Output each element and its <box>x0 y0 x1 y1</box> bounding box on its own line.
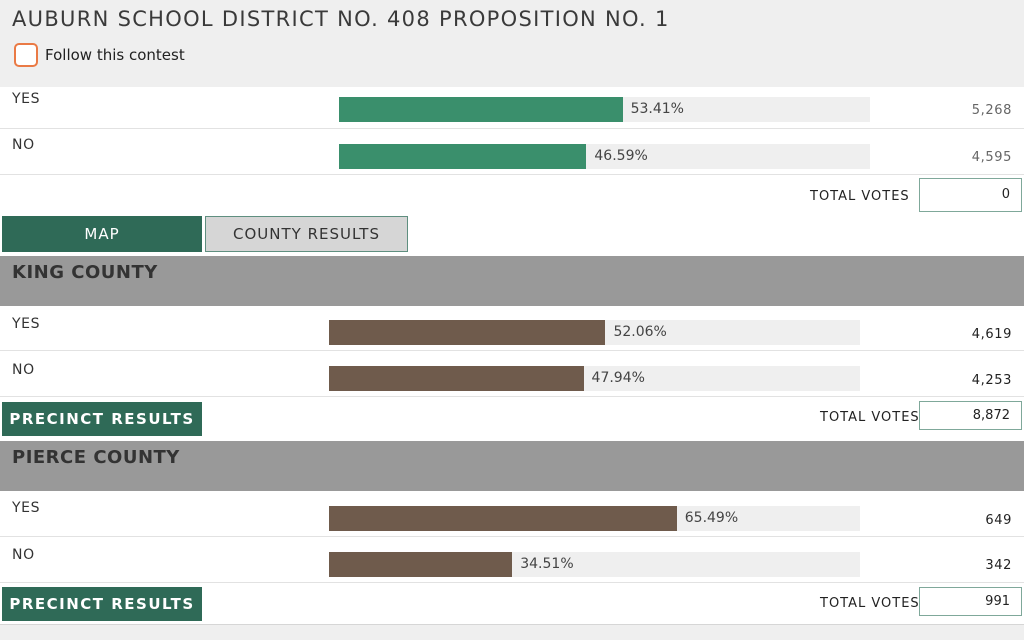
result-bar-fill <box>339 144 587 169</box>
result-percent: 53.41% <box>630 101 684 117</box>
vote-count: 342 <box>985 558 1012 573</box>
next-section-edge <box>0 624 1024 640</box>
tab-map[interactable]: MAP <box>2 216 202 252</box>
vote-count: 5,268 <box>971 103 1012 118</box>
result-bar-fill <box>329 366 584 391</box>
overall-row-yes: YES 53.41% 5,268 <box>0 87 1024 129</box>
result-bar-fill <box>339 97 623 122</box>
vote-count: 4,595 <box>971 150 1012 165</box>
king-total-row: PRECINCT RESULTS TOTAL VOTES 8,872 <box>0 397 1024 441</box>
choice-label: YES <box>12 500 41 516</box>
follow-contest-toggle[interactable]: Follow this contest <box>14 43 185 67</box>
county-header-king: KING COUNTY <box>0 256 1024 306</box>
county-header-pierce: PIERCE COUNTY <box>0 441 1024 491</box>
result-bar-fill <box>329 552 513 577</box>
total-votes-label: TOTAL VOTES <box>820 596 920 611</box>
result-percent: 34.51% <box>520 556 574 572</box>
vote-count: 649 <box>985 513 1012 528</box>
result-bar-track <box>329 552 860 577</box>
king-row-yes: YES 52.06% 4,619 <box>0 306 1024 351</box>
vote-count: 4,253 <box>971 373 1012 388</box>
overall-total-row: TOTAL VOTES 0 <box>0 175 1024 216</box>
choice-label: NO <box>12 547 35 563</box>
result-bar-track <box>329 366 860 391</box>
choice-label: NO <box>12 362 35 378</box>
vote-count: 4,619 <box>971 327 1012 342</box>
contest-header: AUBURN SCHOOL DISTRICT NO. 408 PROPOSITI… <box>0 0 1024 87</box>
result-bar-fill <box>329 506 677 531</box>
follow-checkbox[interactable] <box>14 43 38 67</box>
contest-title: AUBURN SCHOOL DISTRICT NO. 408 PROPOSITI… <box>12 7 670 31</box>
result-bar-fill <box>329 320 606 345</box>
choice-label: NO <box>12 137 35 153</box>
pierce-row-no: NO 34.51% 342 <box>0 537 1024 583</box>
tab-county-results[interactable]: COUNTY RESULTS <box>205 216 408 252</box>
king-precinct-results-button[interactable]: PRECINCT RESULTS <box>2 402 202 436</box>
result-percent: 52.06% <box>613 324 667 340</box>
choice-label: YES <box>12 316 41 332</box>
king-row-no: NO 47.94% 4,253 <box>0 351 1024 397</box>
result-bar-track <box>339 97 870 122</box>
total-votes-value: 8,872 <box>919 401 1022 430</box>
pierce-precinct-results-button[interactable]: PRECINCT RESULTS <box>2 587 202 621</box>
choice-label: YES <box>12 91 41 107</box>
county-name: PIERCE COUNTY <box>12 447 180 468</box>
result-bar-track <box>339 144 870 169</box>
result-percent: 46.59% <box>594 148 648 164</box>
result-bar-track <box>329 506 860 531</box>
total-votes-label: TOTAL VOTES <box>820 410 920 425</box>
pierce-row-yes: YES 65.49% 649 <box>0 491 1024 537</box>
result-percent: 65.49% <box>684 510 739 526</box>
overall-row-no: NO 46.59% 4,595 <box>0 129 1024 175</box>
county-name: KING COUNTY <box>12 262 158 283</box>
total-votes-label: TOTAL VOTES <box>810 189 910 204</box>
result-percent: 47.94% <box>591 370 645 386</box>
result-bar-track <box>329 320 860 345</box>
total-votes-value: 991 <box>919 587 1022 616</box>
pierce-total-row: PRECINCT RESULTS TOTAL VOTES 991 <box>0 583 1024 624</box>
follow-label: Follow this contest <box>45 46 185 64</box>
total-votes-value: 0 <box>919 178 1022 212</box>
